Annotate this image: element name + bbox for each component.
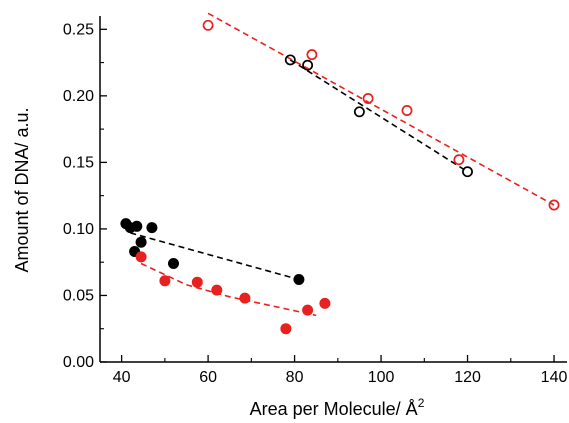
data-point-series-4: [302, 304, 314, 316]
y-tick-label: 0.10: [63, 221, 94, 238]
data-point-series-1: [284, 54, 296, 66]
data-point-series-4: [159, 275, 171, 287]
fit-line-series-1: [289, 59, 468, 173]
y-tick-label: 0.00: [63, 354, 94, 371]
data-point-series-4: [211, 284, 223, 296]
data-point-series-3: [146, 222, 158, 234]
data-point-series-2: [548, 199, 560, 211]
data-point-series-4: [239, 292, 251, 304]
data-point-series-3: [293, 274, 305, 285]
y-axis-title: Amount of DNA/ a.u.: [12, 107, 32, 272]
data-point-series-2: [306, 49, 318, 61]
data-points: [120, 19, 560, 335]
x-axis-title: Area per Molecule/ Å2: [250, 396, 425, 419]
y-tick-label: 0.15: [63, 154, 94, 171]
x-tick-label: 140: [541, 369, 568, 386]
data-point-series-2: [202, 19, 214, 31]
x-tick-label: 120: [454, 369, 481, 386]
data-point-series-2: [453, 154, 465, 166]
fit-line-series-3: [130, 232, 300, 281]
x-tick-label: 60: [199, 369, 217, 386]
data-point-series-4: [135, 251, 147, 263]
y-tick-label: 0.25: [63, 21, 94, 38]
data-point-series-2: [401, 105, 413, 116]
x-axis-title-superscript: 2: [418, 396, 425, 410]
y-tick-label: 0.20: [63, 88, 94, 105]
data-point-series-1: [302, 59, 314, 71]
x-tick-label: 100: [368, 369, 395, 386]
fit-lines: [130, 12, 555, 317]
data-point-series-2: [362, 93, 374, 104]
data-point-series-4: [280, 323, 292, 335]
y-tick-label: 0.05: [63, 287, 94, 304]
x-tick-label: 80: [286, 369, 304, 386]
fit-line-series-4: [140, 262, 317, 317]
data-point-series-4: [319, 297, 331, 309]
tick-labels: 40 60 80 100 120 140 0.00 0.05 0.10 0.15 0.20 0.25: [63, 21, 568, 386]
data-point-series-3: [135, 236, 147, 248]
x-tick-label: 40: [113, 369, 131, 386]
data-point-series-1: [353, 106, 365, 118]
axes: [99, 16, 567, 363]
data-point-series-4: [191, 276, 203, 288]
fit-line-series-2: [207, 12, 555, 206]
x-axis-title-text: Area per Molecule/ Å: [250, 399, 418, 419]
data-point-series-3: [168, 258, 179, 269]
data-point-series-1: [462, 166, 473, 178]
data-point-series-3: [131, 220, 143, 232]
